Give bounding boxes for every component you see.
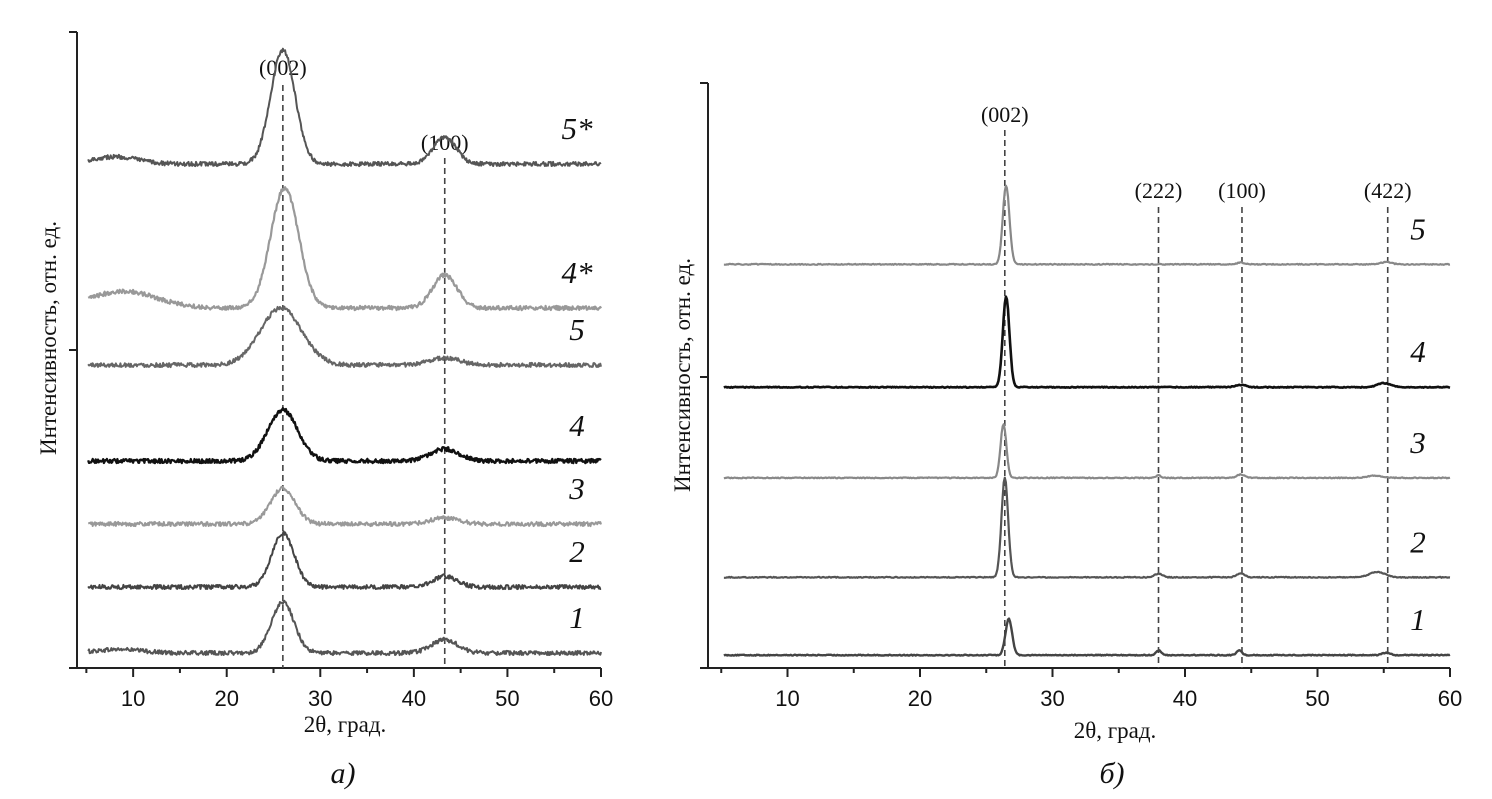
x-tick-label: 30 (308, 686, 332, 711)
series-line-5 (87, 305, 602, 369)
panel-label: а) (331, 757, 356, 790)
x-axis-title: 2θ, град. (304, 712, 387, 737)
series-line-2 (723, 476, 1451, 579)
x-tick-label: 30 (1040, 686, 1064, 711)
series-label: 5 (1410, 211, 1426, 246)
series-label: 4 (1410, 334, 1426, 369)
series-line-5 (723, 184, 1451, 266)
series-line-1 (87, 599, 602, 657)
series-label: 1 (1410, 602, 1426, 637)
x-tick-label: 60 (1438, 686, 1462, 711)
series-line-2 (87, 530, 602, 591)
series-label: 2 (569, 534, 585, 569)
series-label: 5 (569, 312, 585, 347)
x-tick-label: 10 (121, 686, 145, 711)
series-line-4-star (87, 186, 602, 312)
series-line-1 (723, 617, 1451, 657)
chart-panel-b: 10 20 30 40 50 60 2θ, град. Интенсивность, отн.… (670, 82, 1462, 790)
panel-label: б) (1099, 757, 1124, 790)
y-axis-title: Интенсивность, отн. ед. (670, 258, 695, 492)
series-label: 3 (568, 471, 585, 506)
x-axis-title: 2θ, град. (1074, 718, 1157, 743)
peak-label: (222) (1135, 178, 1183, 203)
peak-label: (002) (259, 55, 307, 80)
x-tick-label: 50 (1305, 686, 1329, 711)
x-tick-label: 20 (908, 686, 932, 711)
series-line-5-star (87, 47, 602, 168)
peak-label: (422) (1364, 178, 1412, 203)
x-tick-label: 40 (402, 686, 426, 711)
series-line-4 (723, 295, 1451, 390)
x-tick-label: 50 (495, 686, 519, 711)
series-label: 3 (1409, 425, 1426, 460)
series-line-3 (723, 423, 1451, 480)
series-label: 4* (562, 255, 594, 290)
series-label: 5* (562, 111, 594, 146)
x-tick-label: 20 (214, 686, 238, 711)
x-tick-label: 10 (775, 686, 799, 711)
peak-label: (100) (421, 130, 469, 155)
series-line-4 (87, 407, 602, 465)
series-label: 1 (569, 600, 585, 635)
series-label: 4 (569, 408, 585, 443)
x-tick-label: 60 (589, 686, 613, 711)
x-tick-label: 40 (1173, 686, 1197, 711)
y-axis-title: Интенсивность, отн. ед. (36, 221, 61, 455)
chart-panel-a: 10 20 30 40 50 60 2θ, град. Интенсивность, отн.… (36, 31, 613, 790)
series-label: 2 (1410, 524, 1426, 559)
series-line-3 (88, 485, 602, 528)
peak-label: (002) (981, 102, 1029, 127)
peak-label: (100) (1218, 178, 1266, 203)
